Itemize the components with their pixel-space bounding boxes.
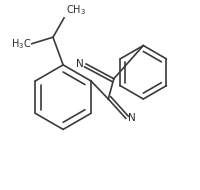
Text: CH$_3$: CH$_3$ [66, 3, 86, 17]
Text: N: N [76, 59, 84, 69]
Text: N: N [128, 113, 136, 123]
Text: H$_3$C: H$_3$C [11, 37, 31, 51]
